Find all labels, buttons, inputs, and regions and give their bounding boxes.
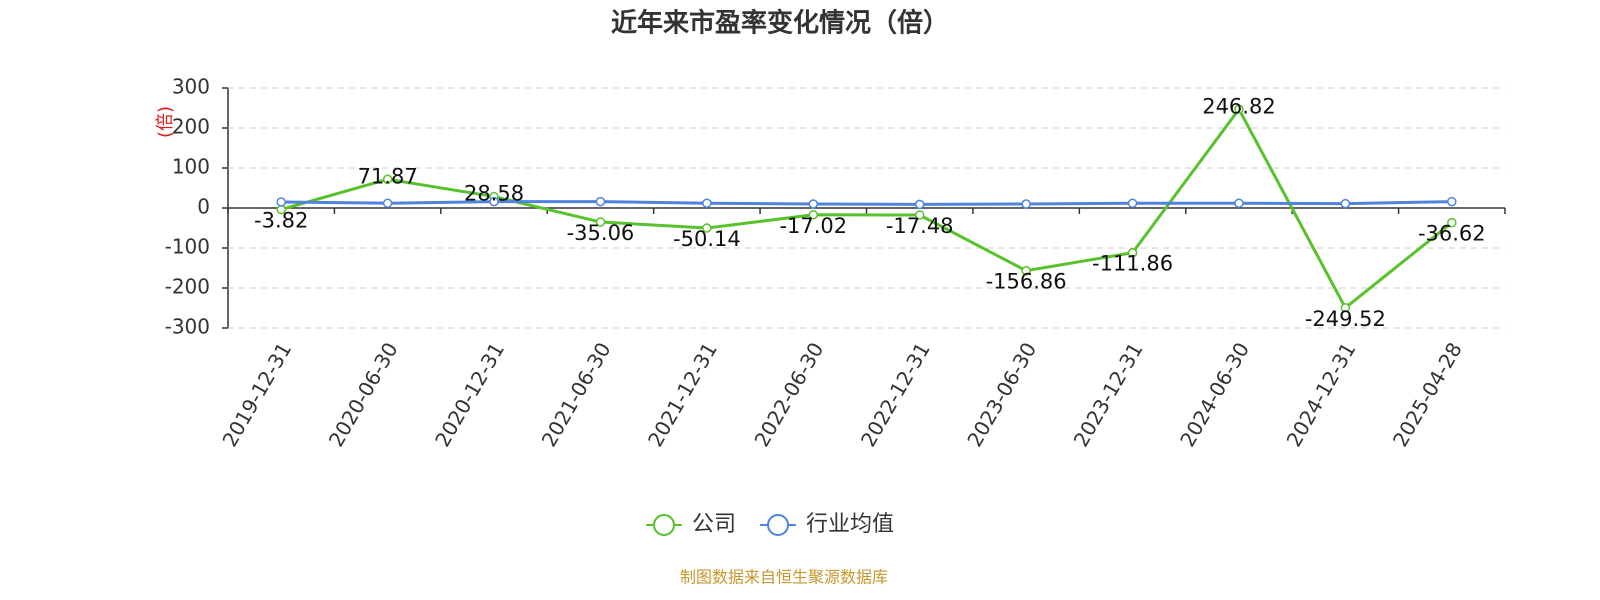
- data-point: [702, 198, 712, 208]
- data-point: [1234, 198, 1244, 208]
- data-label: -17.02: [779, 214, 847, 238]
- data-label: -249.52: [1305, 307, 1386, 331]
- x-tick-label: 2022-12-31: [856, 338, 935, 451]
- data-point: [1127, 247, 1138, 258]
- x-tick-label: 2023-12-31: [1069, 338, 1148, 451]
- series-line: [280, 106, 1453, 311]
- y-tick-label: 0: [197, 195, 210, 219]
- x-tick-label: 2024-12-31: [1282, 338, 1361, 451]
- y-axis-label: (倍): [155, 106, 176, 138]
- data-point: [702, 223, 712, 233]
- data-point: [914, 199, 925, 210]
- data-point: [1127, 198, 1138, 208]
- x-tick-label: 2025-04-28: [1388, 338, 1467, 451]
- x-tick-label: 2023-06-30: [962, 338, 1041, 451]
- series-line: [281, 200, 1452, 206]
- data-point: [1447, 217, 1457, 228]
- y-tick-label: 100: [172, 155, 210, 179]
- data-label: -36.62: [1418, 222, 1486, 246]
- x-tick-label: 2021-12-31: [643, 338, 722, 451]
- source-note: 制图数据来自恒生聚源数据库: [680, 568, 888, 587]
- data-label: -3.82: [254, 209, 308, 233]
- chart-title: 近年来市盈率变化情况（倍）: [611, 8, 949, 39]
- legend-label: 公司: [692, 512, 736, 537]
- x-tick-label: 2019-12-31: [217, 338, 296, 451]
- data-point: [1021, 265, 1031, 276]
- data-label: -111.86: [1092, 252, 1173, 276]
- data-point: [489, 196, 499, 207]
- data-label: -17.48: [886, 214, 954, 238]
- data-point: [382, 198, 393, 208]
- data-label: 28.58: [464, 182, 524, 206]
- legend-label: 行业均值: [806, 512, 894, 537]
- data-label: -156.86: [986, 270, 1067, 294]
- y-tick-label: -200: [165, 275, 210, 299]
- y-tick-label: 200: [172, 115, 210, 139]
- data-label: -50.14: [673, 227, 741, 251]
- x-tick-label: 2021-06-30: [537, 338, 616, 451]
- data-point: [808, 210, 819, 220]
- x-tick-label: 2020-06-30: [324, 338, 403, 451]
- x-tick-label: 2020-12-31: [430, 338, 509, 451]
- y-tick-label: 300: [172, 75, 210, 99]
- data-label: -35.06: [567, 221, 635, 245]
- data-point: [382, 174, 393, 185]
- legend-marker: [767, 514, 790, 536]
- data-point: [1340, 303, 1351, 313]
- y-tick-label: -300: [165, 315, 210, 339]
- data-point: [595, 217, 606, 227]
- data-point: [595, 196, 606, 207]
- x-tick-label: 2024-06-30: [1175, 338, 1254, 451]
- x-tick-label: 2022-06-30: [749, 338, 828, 451]
- data-point: [1021, 199, 1031, 209]
- legend-marker: [653, 514, 675, 536]
- y-tick-label: -100: [165, 235, 210, 259]
- data-point: [1340, 198, 1351, 209]
- data-label: 71.87: [358, 164, 418, 188]
- data-point: [914, 210, 925, 220]
- data-point: [276, 197, 286, 207]
- data-point: [808, 199, 819, 209]
- data-label: 246.82: [1202, 94, 1275, 118]
- data-point: [1447, 196, 1457, 207]
- data-point: [1234, 104, 1244, 115]
